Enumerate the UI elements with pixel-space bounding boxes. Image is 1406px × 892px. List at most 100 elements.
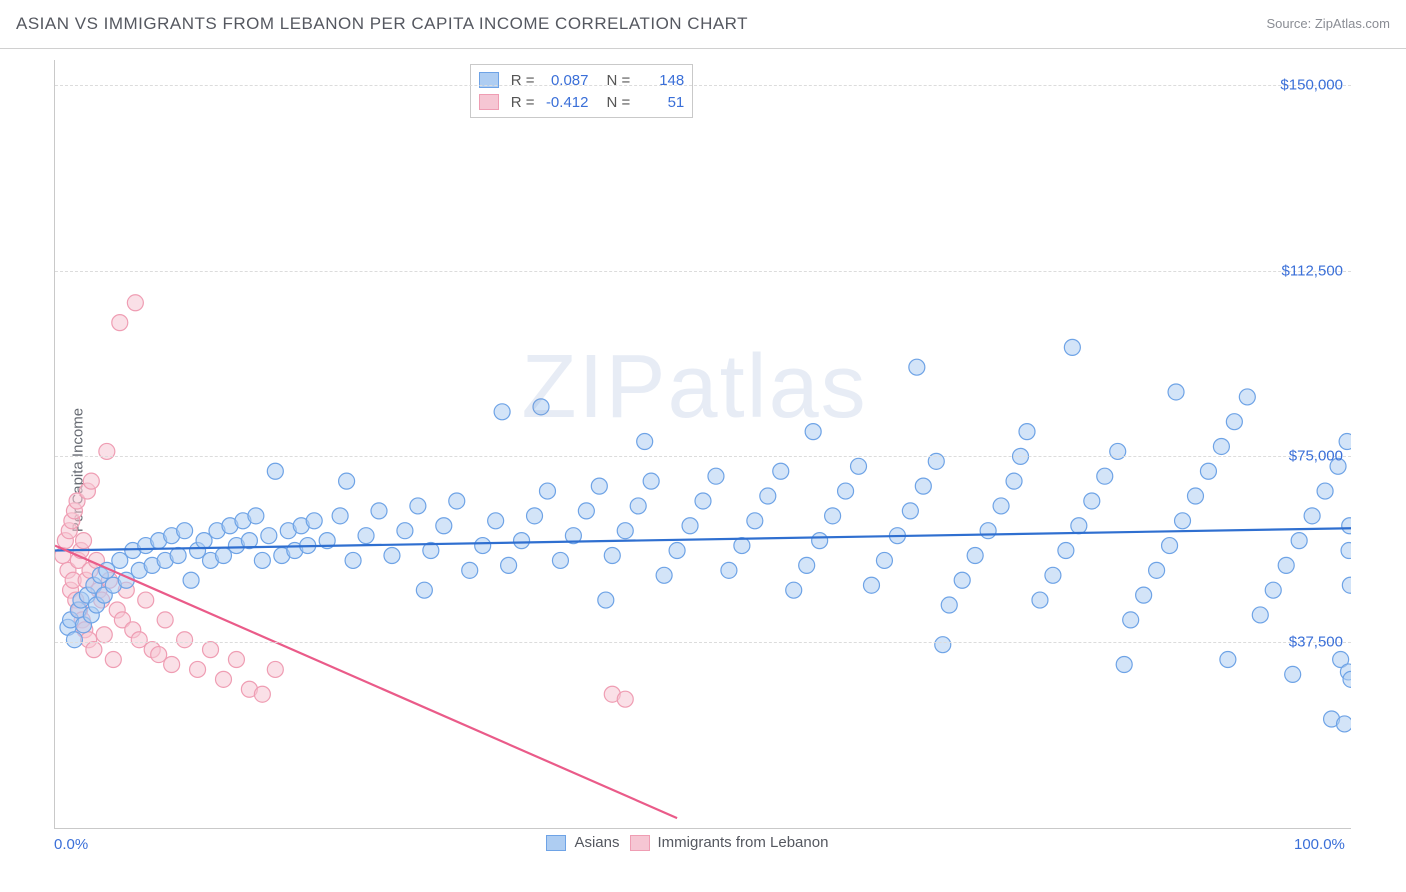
data-point-lebanon <box>105 652 121 668</box>
source-attribution: Source: ZipAtlas.com <box>1266 16 1390 31</box>
data-point-lebanon <box>215 671 231 687</box>
legend-corr-row-lebanon: R =-0.412N =51 <box>479 91 685 113</box>
x-tick-label: 0.0% <box>54 836 88 853</box>
data-point-asians <box>630 498 646 514</box>
legend-item-lebanon: Immigrants from Lebanon <box>630 834 829 851</box>
data-point-asians <box>838 483 854 499</box>
data-point-asians <box>993 498 1009 514</box>
data-point-asians <box>578 503 594 519</box>
data-point-asians <box>637 434 653 450</box>
data-point-lebanon <box>267 661 283 677</box>
data-point-asians <box>669 543 685 559</box>
data-point-asians <box>935 637 951 653</box>
gridline-h <box>55 642 1351 643</box>
gridline-h <box>55 85 1351 86</box>
data-point-asians <box>1116 656 1132 672</box>
data-point-asians <box>267 463 283 479</box>
data-point-asians <box>1304 508 1320 524</box>
data-point-lebanon <box>86 642 102 658</box>
y-tick-label: $75,000 <box>1289 448 1343 465</box>
data-point-asians <box>410 498 426 514</box>
data-point-asians <box>494 404 510 420</box>
data-point-lebanon <box>96 627 112 643</box>
data-point-asians <box>552 552 568 568</box>
data-point-asians <box>1317 483 1333 499</box>
data-point-asians <box>66 632 82 648</box>
data-point-asians <box>475 538 491 554</box>
data-point-asians <box>643 473 659 489</box>
data-point-asians <box>721 562 737 578</box>
source-name: ZipAtlas.com <box>1315 16 1390 31</box>
gridline-h <box>55 456 1351 457</box>
legend-swatch-asians <box>546 835 566 851</box>
x-tick-label: 100.0% <box>1294 836 1345 853</box>
data-point-asians <box>1187 488 1203 504</box>
data-point-lebanon <box>138 592 154 608</box>
data-point-asians <box>1285 666 1301 682</box>
plot-area: ZIPatlas R =0.087N =148R =-0.412N =51 $3… <box>54 60 1351 829</box>
legend-series-box: Asians Immigrants from Lebanon <box>546 834 828 851</box>
data-point-asians <box>604 547 620 563</box>
data-point-asians <box>1123 612 1139 628</box>
data-point-asians <box>708 468 724 484</box>
data-point-asians <box>261 528 277 544</box>
data-point-asians <box>825 508 841 524</box>
data-point-asians <box>805 424 821 440</box>
data-point-asians <box>1168 384 1184 400</box>
data-point-asians <box>449 493 465 509</box>
data-point-asians <box>902 503 918 519</box>
data-point-asians <box>967 547 983 563</box>
data-point-asians <box>1341 543 1351 559</box>
data-point-asians <box>786 582 802 598</box>
y-tick-label: $37,500 <box>1289 634 1343 651</box>
n-label: N = <box>606 72 630 89</box>
data-point-asians <box>514 533 530 549</box>
data-point-asians <box>1136 587 1152 603</box>
data-point-lebanon <box>76 533 92 549</box>
data-point-asians <box>799 557 815 573</box>
r-label: R = <box>511 72 535 89</box>
data-point-asians <box>1278 557 1294 573</box>
data-point-asians <box>1252 607 1268 623</box>
data-point-asians <box>170 547 186 563</box>
legend-item-asians: Asians <box>546 834 619 851</box>
legend-swatch-lebanon <box>630 835 650 851</box>
data-point-lebanon <box>228 652 244 668</box>
y-tick-label: $150,000 <box>1280 76 1343 93</box>
data-point-asians <box>1342 577 1351 593</box>
data-point-asians <box>1213 438 1229 454</box>
n-value-lebanon: 51 <box>636 94 684 111</box>
data-point-asians <box>1064 339 1080 355</box>
data-point-asians <box>1226 414 1242 430</box>
data-point-asians <box>941 597 957 613</box>
data-point-lebanon <box>112 315 128 331</box>
r-value-asians: 0.087 <box>540 72 588 89</box>
data-point-asians <box>915 478 931 494</box>
data-point-lebanon <box>127 295 143 311</box>
data-point-asians <box>1337 716 1351 732</box>
r-value-lebanon: -0.412 <box>540 94 588 111</box>
data-point-asians <box>1071 518 1087 534</box>
legend-corr-row-asians: R = 0.087 N = 148 <box>479 69 685 91</box>
data-point-asians <box>876 552 892 568</box>
data-point-asians <box>384 547 400 563</box>
data-point-asians <box>1149 562 1165 578</box>
data-point-asians <box>1058 543 1074 559</box>
data-point-asians <box>812 533 828 549</box>
scatter-svg <box>55 60 1351 828</box>
data-point-asians <box>345 552 361 568</box>
data-point-asians <box>1291 533 1307 549</box>
legend-swatch-lebanon <box>479 94 499 110</box>
data-point-asians <box>339 473 355 489</box>
data-point-asians <box>1162 538 1178 554</box>
chart-title: ASIAN VS IMMIGRANTS FROM LEBANON PER CAP… <box>16 14 748 34</box>
data-point-asians <box>617 523 633 539</box>
data-point-asians <box>851 458 867 474</box>
legend-label-asians: Asians <box>574 834 619 851</box>
n-value-asians: 148 <box>636 72 684 89</box>
data-point-lebanon <box>190 661 206 677</box>
data-point-asians <box>1175 513 1191 529</box>
data-point-asians <box>909 359 925 375</box>
chart-header: ASIAN VS IMMIGRANTS FROM LEBANON PER CAP… <box>0 0 1406 49</box>
data-point-asians <box>371 503 387 519</box>
